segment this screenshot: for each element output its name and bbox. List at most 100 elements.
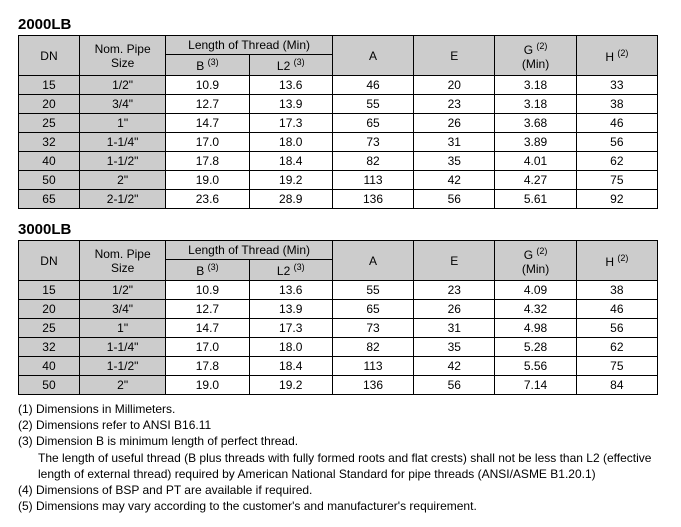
cell-b: 17.0 [166,338,249,357]
cell-l2: 19.2 [249,376,332,395]
cell-e: 23 [414,281,495,300]
table-2000lb-body: 151/2"10.913.646203.1833203/4"12.713.955… [19,76,658,209]
title-3000lb: 3000LB [18,221,663,238]
col-b: B (3) [166,260,249,281]
cell-dn: 15 [19,76,80,95]
cell-dn: 40 [19,152,80,171]
table-row: 401-1/2"17.818.4113425.5675 [19,357,658,376]
cell-b: 14.7 [166,319,249,338]
cell-a: 46 [332,76,413,95]
cell-l2: 17.3 [249,319,332,338]
cell-b: 19.0 [166,171,249,190]
col-lot: Length of Thread (Min) [166,241,333,260]
cell-nps: 2" [79,376,165,395]
cell-e: 42 [414,357,495,376]
col-e: E [414,36,495,76]
table-row: 251"14.717.365263.6846 [19,114,658,133]
cell-dn: 25 [19,114,80,133]
col-l2: L2 (3) [249,55,332,76]
cell-h: 62 [576,338,657,357]
col-g: G (2)(Min) [495,36,576,76]
table-row: 151/2"10.913.655234.0938 [19,281,658,300]
cell-a: 113 [332,171,413,190]
cell-l2: 19.2 [249,171,332,190]
cell-b: 17.0 [166,133,249,152]
note-3b: The length of useful thread (B plus thre… [18,450,663,482]
table-row: 502"19.019.2113424.2775 [19,171,658,190]
cell-dn: 25 [19,319,80,338]
cell-dn: 50 [19,376,80,395]
cell-dn: 40 [19,357,80,376]
cell-dn: 32 [19,133,80,152]
cell-e: 35 [414,338,495,357]
cell-l2: 18.0 [249,133,332,152]
cell-e: 56 [414,190,495,209]
cell-h: 92 [576,190,657,209]
cell-dn: 20 [19,300,80,319]
cell-h: 33 [576,76,657,95]
cell-g: 3.18 [495,76,576,95]
cell-a: 73 [332,319,413,338]
cell-g: 5.28 [495,338,576,357]
cell-nps: 1" [79,319,165,338]
col-l2: L2 (3) [249,260,332,281]
cell-h: 38 [576,281,657,300]
cell-nps: 1-1/2" [79,357,165,376]
cell-l2: 13.6 [249,76,332,95]
cell-b: 12.7 [166,95,249,114]
col-e: E [414,241,495,281]
cell-a: 82 [332,152,413,171]
table-3000lb-head: DNNom. Pipe SizeLength of Thread (Min)AE… [19,241,658,281]
table-2000lb-head: DNNom. Pipe SizeLength of Thread (Min)AE… [19,36,658,76]
cell-a: 82 [332,338,413,357]
cell-nps: 1" [79,114,165,133]
cell-a: 136 [332,376,413,395]
cell-e: 26 [414,300,495,319]
table-row: 401-1/2"17.818.482354.0162 [19,152,658,171]
cell-l2: 13.9 [249,95,332,114]
col-h: H (2) [576,241,657,281]
note-5: (5) Dimensions may vary according to the… [18,498,663,514]
cell-h: 84 [576,376,657,395]
cell-dn: 20 [19,95,80,114]
cell-e: 42 [414,171,495,190]
cell-e: 20 [414,76,495,95]
cell-h: 46 [576,114,657,133]
cell-a: 113 [332,357,413,376]
cell-e: 35 [414,152,495,171]
cell-g: 3.18 [495,95,576,114]
col-nps: Nom. Pipe Size [79,241,165,281]
cell-b: 23.6 [166,190,249,209]
cell-nps: 1/2" [79,76,165,95]
cell-nps: 2-1/2" [79,190,165,209]
cell-b: 10.9 [166,76,249,95]
cell-a: 136 [332,190,413,209]
table-row: 203/4"12.713.955233.1838 [19,95,658,114]
cell-l2: 13.6 [249,281,332,300]
cell-e: 56 [414,376,495,395]
cell-l2: 18.4 [249,357,332,376]
cell-a: 55 [332,95,413,114]
table-row: 502"19.019.2136567.1484 [19,376,658,395]
cell-dn: 50 [19,171,80,190]
cell-nps: 1-1/2" [79,152,165,171]
table-2000lb: DNNom. Pipe SizeLength of Thread (Min)AE… [18,35,658,209]
col-g: G (2)(Min) [495,241,576,281]
cell-b: 10.9 [166,281,249,300]
cell-g: 4.01 [495,152,576,171]
cell-b: 14.7 [166,114,249,133]
cell-e: 31 [414,133,495,152]
cell-nps: 1-1/4" [79,133,165,152]
cell-nps: 1-1/4" [79,338,165,357]
col-lot: Length of Thread (Min) [166,36,333,55]
cell-b: 17.8 [166,152,249,171]
cell-h: 46 [576,300,657,319]
cell-nps: 1/2" [79,281,165,300]
cell-nps: 3/4" [79,95,165,114]
table-row: 151/2"10.913.646203.1833 [19,76,658,95]
table-row: 652-1/2"23.628.9136565.6192 [19,190,658,209]
cell-dn: 15 [19,281,80,300]
cell-h: 56 [576,319,657,338]
cell-h: 56 [576,133,657,152]
cell-h: 75 [576,357,657,376]
